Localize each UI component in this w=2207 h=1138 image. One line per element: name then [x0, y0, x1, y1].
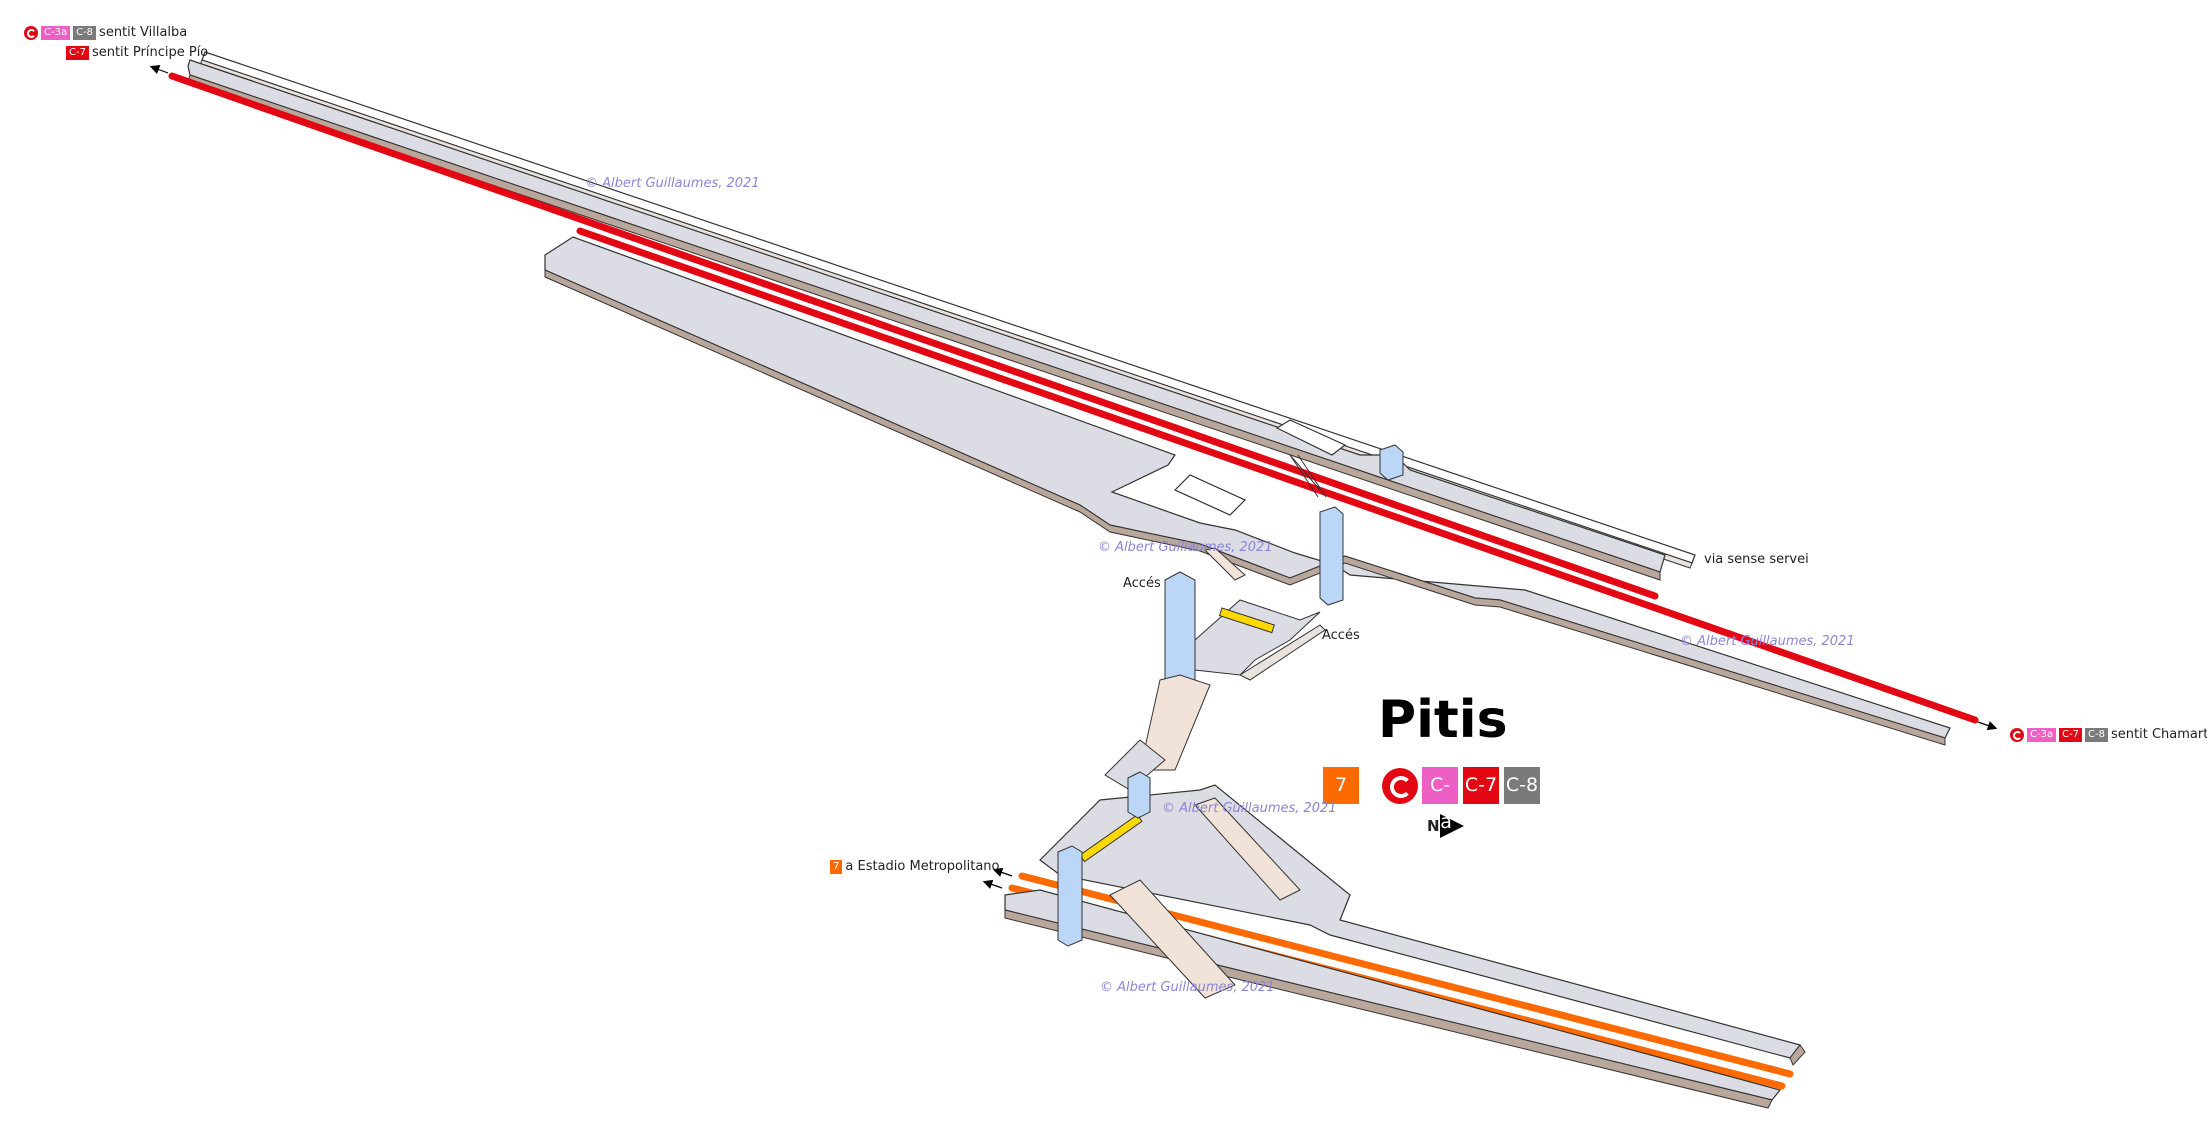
watermark: © Albert Guillaumes, 2021 — [585, 176, 760, 191]
line-badge-c8: C-8 — [73, 25, 97, 40]
arrow-metro — [992, 867, 1013, 877]
metro-line-7-badge: 7 — [1323, 767, 1359, 804]
escalator-upper — [1218, 607, 1275, 634]
access-lift — [1164, 571, 1196, 693]
cercanias-track-west — [168, 72, 1659, 600]
cercanias-logo-icon — [1382, 768, 1418, 804]
lift-upper-a — [1379, 444, 1404, 481]
watermark: © Albert Guillaumes, 2021 — [1162, 801, 1337, 816]
label-nw-villalba: C-3a C-8 sentit Villalba — [24, 24, 187, 42]
label-nw-principe-pio: C-7 sentit Príncipe Pío — [66, 44, 208, 62]
line-c3a-badge: C-3a — [1422, 767, 1458, 833]
arrow-metro-2 — [982, 879, 1003, 889]
stair-openings — [1173, 419, 1347, 516]
north-label: N — [1427, 817, 1440, 835]
cercanias-logo-icon — [24, 25, 38, 40]
watermark: © Albert Guillaumes, 2021 — [1098, 540, 1273, 555]
label-villalba-text: sentit Villalba — [99, 25, 188, 40]
metro-upper-platform — [1039, 784, 1806, 1066]
line-c8-badge: C-8 — [1504, 767, 1540, 804]
metro-stairs — [1109, 797, 1301, 999]
label-unused-track: via sense servei — [1704, 552, 1809, 567]
line-c7-badge: C-7 — [1463, 767, 1499, 804]
watermark: © Albert Guillaumes, 2021 — [1100, 980, 1275, 995]
line-badge-c3a: C-3a — [41, 25, 71, 40]
label-chamartin-text: sentit Chamartín — [2111, 727, 2207, 742]
lower-platform — [544, 236, 1951, 746]
station-title: Pitis — [1378, 690, 1508, 750]
line-badge-c7: C-7 — [66, 45, 89, 60]
line-badge-c7: C-7 — [2059, 727, 2083, 742]
line-badge-c3a: C-3a — [2027, 727, 2057, 742]
line-badge-c8: C-8 — [2085, 727, 2108, 742]
label-principe-pio-text: sentit Príncipe Pío — [91, 45, 209, 60]
metro-lift-b — [1057, 845, 1083, 947]
metro-lift-a — [1127, 771, 1151, 819]
arrow-se — [1977, 721, 1998, 731]
label-access-2: Accés — [1322, 628, 1360, 643]
arrow-nw — [149, 65, 169, 75]
metro-line-badge: 7 — [830, 859, 843, 874]
upper-platform — [187, 59, 1666, 581]
lift-upper-b — [1319, 506, 1344, 606]
cercanias-logo-icon — [2010, 727, 2024, 742]
connecting-stair — [1104, 674, 1211, 791]
label-estadio-text: a Estadio Metropolitano — [845, 859, 1000, 874]
metro-lower-platform — [1004, 889, 1782, 1109]
access-vestibule — [1194, 547, 1326, 681]
cercanias-track-east — [576, 227, 1979, 724]
label-access-1: Accés — [1123, 576, 1161, 591]
watermark: © Albert Guillaumes, 2021 — [1680, 634, 1855, 649]
